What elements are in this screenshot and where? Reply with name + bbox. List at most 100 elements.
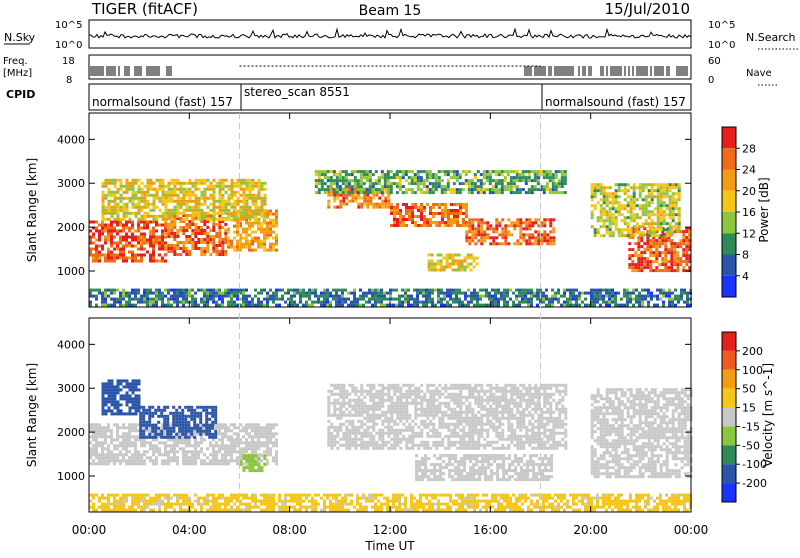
heatmap-cell-power: [134, 260, 137, 263]
heatmap-cell-velocity: [214, 430, 217, 433]
heatmap-cell-power: [459, 209, 462, 212]
heatmap-cell-power: [152, 301, 155, 304]
heatmap-cell-power: [489, 224, 492, 227]
heatmap-cell-power: [264, 212, 267, 215]
heatmap-cell-power: [185, 223, 188, 226]
heatmap-cell-power: [528, 221, 531, 224]
heatmap-cell-power: [336, 185, 339, 188]
colorbar-swatch: [722, 276, 736, 297]
heatmap-cell-power: [392, 304, 395, 307]
heatmap-cell-velocity: [233, 441, 236, 444]
heatmap-cell-velocity: [123, 379, 126, 382]
heatmap-cell-power: [149, 236, 152, 239]
heatmap-cell-power: [335, 289, 338, 292]
heatmap-cell-velocity: [357, 414, 360, 417]
heatmap-cell-velocity: [113, 462, 116, 465]
heatmap-cell-power: [158, 242, 161, 245]
heatmap-cell-power: [402, 176, 405, 179]
heatmap-cell-power: [174, 209, 177, 212]
heatmap-cell-power: [189, 206, 192, 209]
heatmap-cell-velocity: [196, 412, 199, 415]
heatmap-cell-power: [678, 219, 681, 222]
heatmap-cell-velocity: [116, 423, 119, 426]
heatmap-cell-velocity: [205, 424, 208, 427]
heatmap-cell-power: [201, 215, 204, 218]
heatmap-cell-power: [342, 203, 345, 206]
heatmap-cell-power: [296, 292, 299, 295]
heatmap-cell-power: [638, 304, 641, 307]
heatmap-cell-power: [333, 188, 336, 191]
heatmap-cell-power: [563, 295, 566, 298]
heatmap-cell-power: [510, 233, 513, 236]
heatmap-cell-power: [675, 228, 678, 231]
heatmap-cell-power: [657, 186, 660, 189]
heatmap-cell-velocity: [143, 453, 146, 456]
heatmap-cell-power: [258, 218, 261, 221]
heatmap-cell-power: [228, 200, 231, 203]
heatmap-cell-velocity: [154, 412, 157, 415]
heatmap-cell-power: [156, 179, 159, 182]
heatmap-cell-power: [474, 236, 477, 239]
heatmap-cell-power: [624, 222, 627, 225]
heatmap-cell-velocity: [146, 441, 149, 444]
heatmap-cell-velocity: [139, 433, 142, 436]
heatmap-cell-power: [437, 263, 440, 266]
heatmap-cell-power: [372, 185, 375, 188]
heatmap-cell-power: [180, 212, 183, 215]
heatmap-cell-power: [612, 195, 615, 198]
heatmap-cell-power: [672, 192, 675, 195]
heatmap-cell-velocity: [230, 447, 233, 450]
heatmap-cell-velocity: [351, 387, 354, 390]
heatmap-cell-power: [618, 231, 621, 234]
heatmap-cell-power: [648, 204, 651, 207]
heatmap-cell-power: [635, 301, 638, 304]
heatmap-cell-power: [522, 233, 525, 236]
heatmap-cell-power: [108, 200, 111, 203]
heatmap-cell-power: [525, 227, 528, 230]
heatmap-cell-power: [114, 212, 117, 215]
heatmap-cell-power: [191, 241, 194, 244]
heatmap-cell-power: [213, 191, 216, 194]
heatmap-cell-power: [117, 206, 120, 209]
heatmap-cell-power: [119, 251, 122, 254]
heatmap-cell-power: [381, 176, 384, 179]
heatmap-cell-power: [234, 185, 237, 188]
heatmap-cell-power: [171, 197, 174, 200]
heatmap-cell-power: [111, 206, 114, 209]
heatmap-cell-power: [639, 216, 642, 219]
heatmap-cell-power: [345, 191, 348, 194]
heatmap-cell-power: [489, 179, 492, 182]
heatmap-cell-power: [545, 298, 548, 301]
heatmap-cell-power: [180, 191, 183, 194]
heatmap-cell-power: [296, 304, 299, 307]
heatmap-cell-power: [429, 206, 432, 209]
heatmap-cell-power: [375, 182, 378, 185]
heatmap-cell-power: [569, 295, 572, 298]
heatmap-cell-power: [345, 170, 348, 173]
heatmap-cell-velocity: [333, 426, 336, 429]
heatmap-cell-power: [188, 226, 191, 229]
heatmap-cell-power: [636, 204, 639, 207]
heatmap-cell-velocity: [178, 427, 181, 430]
heatmap-cell-power: [477, 185, 480, 188]
heatmap-cell-velocity: [166, 406, 169, 409]
heatmap-cell-power: [366, 203, 369, 206]
heatmap-cell-velocity: [209, 453, 212, 456]
heatmap-cell-power: [420, 188, 423, 191]
heatmap-cell-power: [444, 212, 447, 215]
heatmap-cell-power: [413, 298, 416, 301]
heatmap-cell-power: [624, 207, 627, 210]
heatmap-cell-power: [230, 243, 233, 246]
heatmap-cell-power: [458, 301, 461, 304]
heatmap-cell-power: [275, 289, 278, 292]
heatmap-cell-power: [243, 209, 246, 212]
heatmap-cell-power: [125, 292, 128, 295]
heatmap-cell-power: [663, 213, 666, 216]
heatmap-cell-power: [453, 215, 456, 218]
heatmap-cell-power: [414, 203, 417, 206]
heatmap-cell-velocity: [119, 435, 122, 438]
heatmap-cell-velocity: [105, 409, 108, 412]
heatmap-cell-power: [660, 210, 663, 213]
heatmap-cell-power: [637, 269, 640, 272]
